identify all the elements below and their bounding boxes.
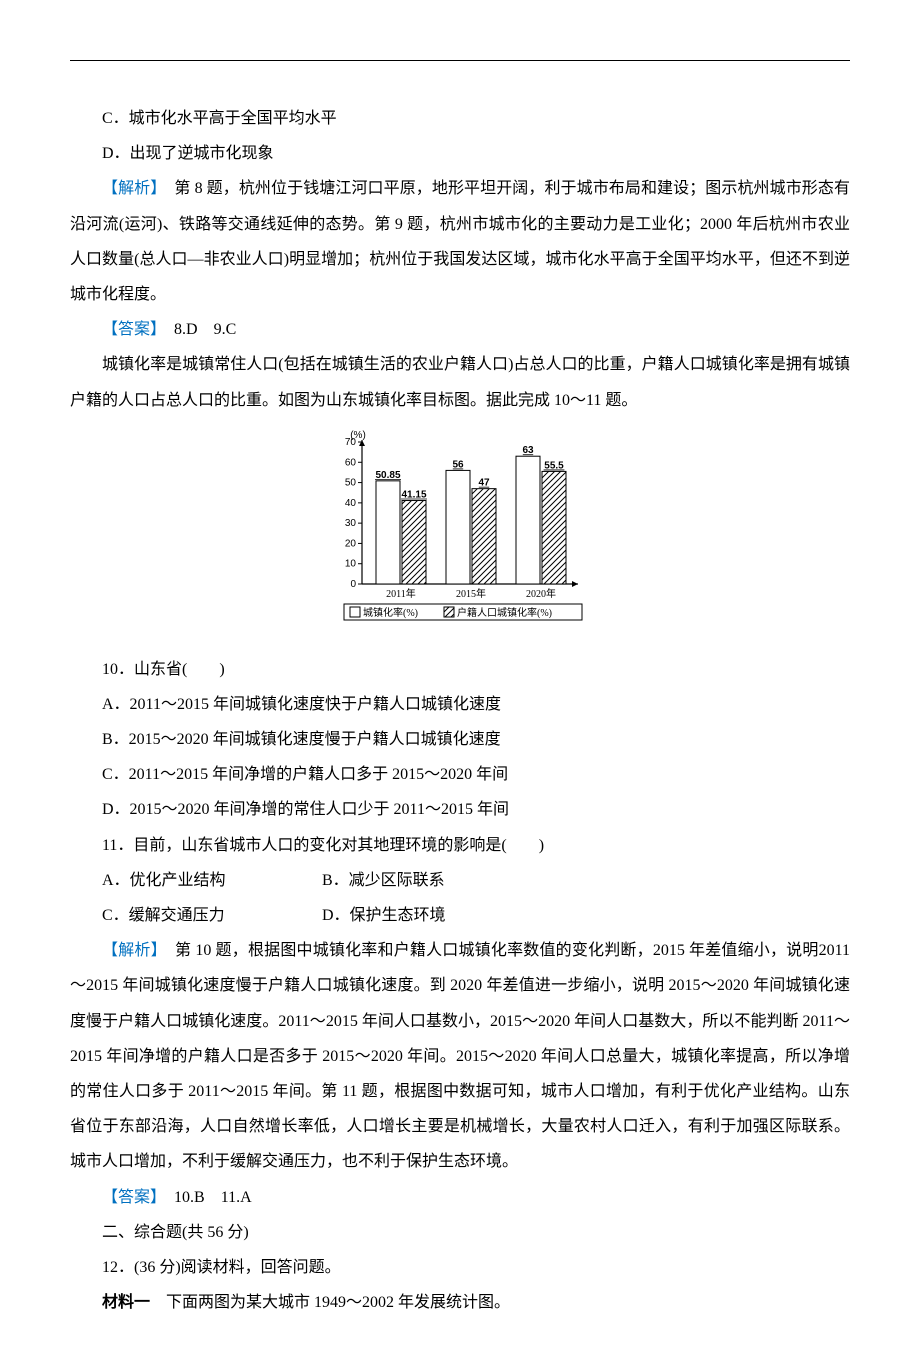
svg-text:城镇化率(%): 城镇化率(%) — [363, 606, 418, 619]
answer-8-9-text: 8.D 9.C — [158, 321, 236, 338]
svg-text:0: 0 — [350, 579, 356, 590]
material-1-text: 下面两图为某大城市 1949～2002 年发展统计图。 — [150, 1294, 510, 1311]
answer-10-11: 【答案】 10.B 11.A — [70, 1180, 850, 1215]
top-rule — [70, 60, 850, 61]
q10-d: D．2015～2020 年间净增的常住人口少于 2011～2015 年间 — [70, 792, 850, 827]
material-1: 材料一 下面两图为某大城市 1949～2002 年发展统计图。 — [70, 1285, 850, 1320]
q11-d: D．保护生态环境 — [290, 898, 510, 933]
q12-stem: 12．(36 分)阅读材料，回答问题。 — [70, 1250, 850, 1285]
analysis-8-9-text: 第 8 题，杭州位于钱塘江河口平原，地形平坦开阔，利于城市布局和建设；图示杭州城… — [70, 180, 850, 303]
q11-b: B．减少区际联系 — [290, 863, 510, 898]
q10-a: A．2011～2015 年间城镇化速度快于户籍人口城镇化速度 — [70, 687, 850, 722]
q11-a: A．优化产业结构 — [70, 863, 290, 898]
svg-text:(%): (%) — [350, 430, 366, 441]
svg-text:20: 20 — [345, 538, 357, 549]
analysis-10-11: 【解析】 第 10 题，根据图中城镇化率和户籍人口城镇化率数值的变化判断，201… — [70, 933, 850, 1179]
svg-text:2015年: 2015年 — [456, 587, 486, 600]
analysis-label-2: 【解析】 — [102, 942, 159, 959]
answer-8-9: 【答案】 8.D 9.C — [70, 312, 850, 347]
answer-10-11-text: 10.B 11.A — [158, 1189, 252, 1206]
option-c-prev: C．城市化水平高于全国平均水平 — [70, 101, 850, 136]
svg-text:2020年: 2020年 — [526, 587, 556, 600]
q11-row-ab: A．优化产业结构 B．减少区际联系 — [70, 863, 850, 898]
q10-b: B．2015～2020 年间城镇化速度慢于户籍人口城镇化速度 — [70, 722, 850, 757]
answer-label: 【答案】 — [102, 321, 158, 338]
svg-text:10: 10 — [345, 558, 357, 569]
analysis-label: 【解析】 — [102, 180, 158, 197]
section-2-heading: 二、综合题(共 56 分) — [70, 1215, 850, 1250]
q11-row-cd: C．缓解交通压力 D．保护生态环境 — [70, 898, 850, 933]
q11-stem: 11．目前，山东省城市人口的变化对其地理环境的影响是( ) — [70, 828, 850, 863]
bar-chart-svg: 010203040506070(%)50.8541.152011年5647201… — [320, 424, 600, 642]
page-content: C．城市化水平高于全国平均水平 D．出现了逆城市化现象 【解析】 第 8 题，杭… — [0, 0, 920, 1360]
q10-stem: 10．山东省( ) — [70, 652, 850, 687]
option-d-prev: D．出现了逆城市化现象 — [70, 136, 850, 171]
svg-text:2011年: 2011年 — [386, 587, 416, 600]
svg-text:50: 50 — [345, 477, 357, 488]
q10-c: C．2011～2015 年间净增的户籍人口多于 2015～2020 年间 — [70, 757, 850, 792]
analysis-8-9: 【解析】 第 8 题，杭州位于钱塘江河口平原，地形平坦开阔，利于城市布局和建设；… — [70, 171, 850, 312]
intro-10-11: 城镇化率是城镇常住人口(包括在城镇生活的农业户籍人口)占总人口的比重，户籍人口城… — [70, 347, 850, 417]
svg-text:户籍人口城镇化率(%): 户籍人口城镇化率(%) — [457, 606, 552, 619]
svg-text:30: 30 — [345, 518, 357, 529]
svg-text:60: 60 — [345, 457, 357, 468]
bar-chart-shandong: 010203040506070(%)50.8541.152011年5647201… — [70, 424, 850, 642]
q11-c: C．缓解交通压力 — [70, 898, 290, 933]
material-1-label: 材料一 — [102, 1294, 150, 1311]
analysis-10-11-text: 第 10 题，根据图中城镇化率和户籍人口城镇化率数值的变化判断，2015 年差值… — [70, 942, 850, 1170]
svg-text:40: 40 — [345, 498, 357, 509]
answer-label-2: 【答案】 — [102, 1189, 158, 1206]
